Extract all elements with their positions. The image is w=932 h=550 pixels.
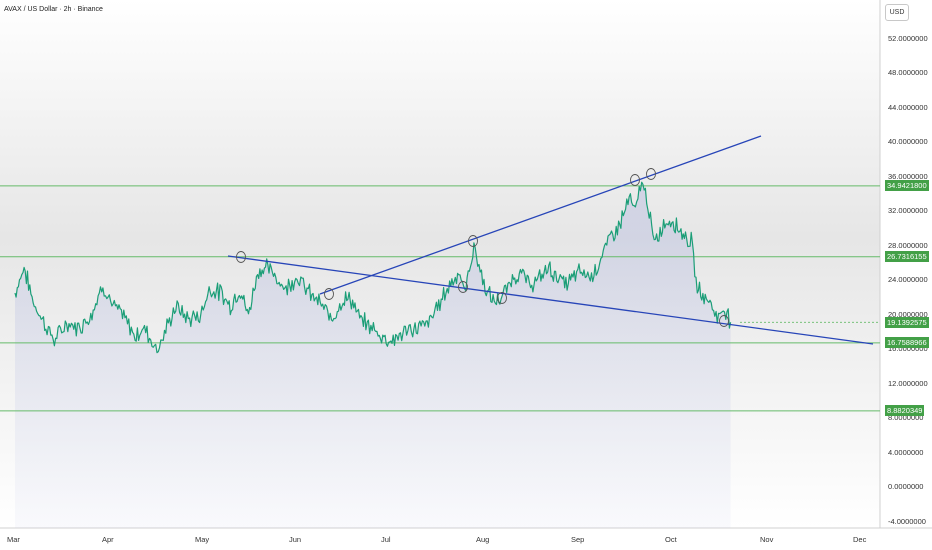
price-tick-label: 48.0000000 bbox=[888, 68, 928, 78]
ascending-trendline[interactable] bbox=[319, 135, 762, 295]
last-price-label: 19.1392575 bbox=[885, 316, 929, 328]
price-tick-label: 28.0000000 bbox=[888, 240, 928, 250]
time-tick-label: Mar bbox=[7, 535, 20, 544]
time-tick-label: Aug bbox=[476, 535, 490, 544]
time-tick-label: Oct bbox=[665, 535, 677, 544]
price-tick-label: 8.0000000 bbox=[888, 413, 924, 423]
level-price-label: 34.9421800 bbox=[885, 180, 929, 192]
time-tick-label: Jun bbox=[289, 535, 302, 544]
price-tick-label: 40.0000000 bbox=[888, 137, 928, 147]
currency-button[interactable]: USD bbox=[885, 4, 909, 21]
level-price-label: 26.7316155 bbox=[885, 251, 929, 263]
price-tick-label: 4.0000000 bbox=[888, 447, 924, 457]
price-tick-label: 32.0000000 bbox=[888, 206, 928, 216]
level-price-label: 8.8820349 bbox=[885, 405, 925, 417]
time-axis-background bbox=[0, 528, 932, 550]
touch-marker bbox=[236, 251, 246, 263]
touch-marker bbox=[458, 281, 468, 293]
price-tick-label: 44.0000000 bbox=[888, 102, 928, 112]
level-price-label: 16.7588966 bbox=[885, 337, 929, 349]
time-tick-label: Jul bbox=[381, 535, 391, 544]
time-tick-label: Nov bbox=[760, 535, 774, 544]
touch-marker bbox=[468, 235, 478, 247]
price-tick-label: 36.0000000 bbox=[888, 171, 928, 181]
price-tick-label: 12.0000000 bbox=[888, 378, 928, 388]
price-tick-label: -4.0000000 bbox=[888, 517, 926, 526]
touch-marker bbox=[646, 168, 656, 180]
touch-marker bbox=[324, 288, 334, 300]
price-tick-label: 52.0000000 bbox=[888, 33, 928, 43]
price-tick-label: 20.0000000 bbox=[888, 309, 928, 319]
price-axis-background bbox=[880, 0, 932, 550]
symbol-title[interactable]: AVAX / US Dollar · 2h · Binance bbox=[4, 6, 103, 13]
price-tick-label: 16.0000000 bbox=[888, 344, 928, 354]
time-tick-label: Apr bbox=[102, 535, 114, 544]
time-tick-label: Sep bbox=[571, 535, 585, 544]
touch-marker bbox=[630, 174, 640, 186]
touch-marker bbox=[497, 292, 507, 304]
price-area-fill bbox=[15, 182, 731, 528]
time-tick-label: May bbox=[195, 535, 210, 544]
price-line-series[interactable] bbox=[14, 181, 732, 354]
price-tick-label: 0.0000000 bbox=[888, 482, 924, 492]
time-tick-label: Dec bbox=[853, 535, 867, 544]
descending-trendline[interactable] bbox=[227, 255, 874, 345]
price-tick-label: 24.0000000 bbox=[888, 275, 928, 285]
touch-marker bbox=[719, 315, 729, 327]
